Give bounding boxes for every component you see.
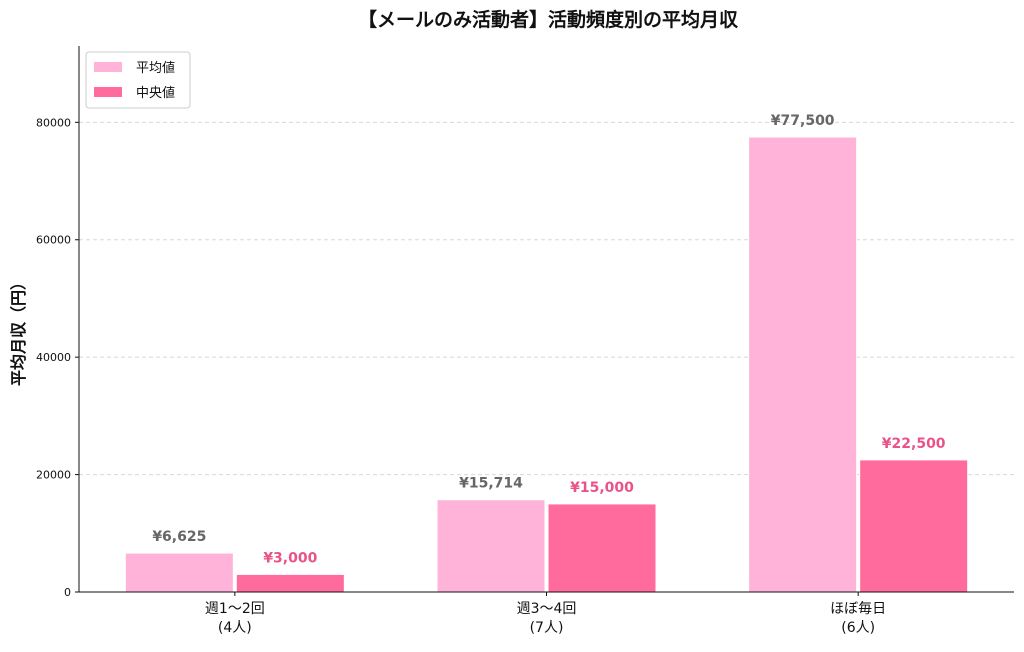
data-label: ¥15,000 bbox=[570, 480, 634, 496]
y-tick-label: 60000 bbox=[36, 234, 71, 247]
bar-mean bbox=[748, 136, 858, 593]
legend-swatch-median bbox=[94, 87, 122, 97]
x-tick-sublabel: (6人) bbox=[841, 620, 875, 636]
gridlines bbox=[79, 121, 1014, 476]
bar-mean bbox=[436, 499, 546, 593]
y-axis-ticks: 0 20000 40000 60000 80000 bbox=[36, 116, 79, 599]
data-label: ¥22,500 bbox=[882, 436, 946, 452]
x-tick-label: ほぼ毎日 bbox=[830, 601, 886, 617]
bar-median bbox=[235, 573, 345, 593]
x-tick-label: 週3〜4回 bbox=[517, 601, 577, 617]
x-tick-sublabel: (7人) bbox=[530, 620, 564, 636]
y-tick-label: 20000 bbox=[36, 469, 71, 482]
legend-label-median: 中央値 bbox=[136, 85, 175, 101]
data-label: ¥3,000 bbox=[263, 550, 317, 566]
legend-label-mean: 平均値 bbox=[136, 60, 175, 76]
data-label: ¥6,625 bbox=[152, 529, 206, 545]
y-tick-label: 80000 bbox=[36, 116, 71, 129]
legend-swatch-mean bbox=[94, 62, 122, 72]
chart-title: 【メールのみ活動者】活動頻度別の平均月収 bbox=[358, 8, 739, 31]
data-labels: ¥6,625 ¥3,000 ¥15,714 ¥15,000 ¥77,500 ¥22,500 bbox=[152, 113, 945, 566]
bar-median bbox=[547, 503, 657, 593]
bar-median bbox=[859, 459, 969, 593]
data-label: ¥15,714 bbox=[459, 476, 523, 492]
y-tick-label: 0 bbox=[64, 586, 71, 599]
bars bbox=[124, 136, 969, 593]
data-label: ¥77,500 bbox=[771, 113, 835, 129]
x-axis-ticks: 週1〜2回 (4人) 週3〜4回 (7人) ほぼ毎日 (6人) bbox=[205, 592, 886, 636]
y-tick-label: 40000 bbox=[36, 351, 71, 364]
x-tick-sublabel: (4人) bbox=[218, 620, 252, 636]
bar-mean bbox=[124, 552, 234, 593]
x-tick-label: 週1〜2回 bbox=[205, 601, 265, 617]
y-axis-label: 平均月収（円） bbox=[9, 274, 28, 386]
legend: 平均値 中央値 bbox=[85, 51, 191, 109]
